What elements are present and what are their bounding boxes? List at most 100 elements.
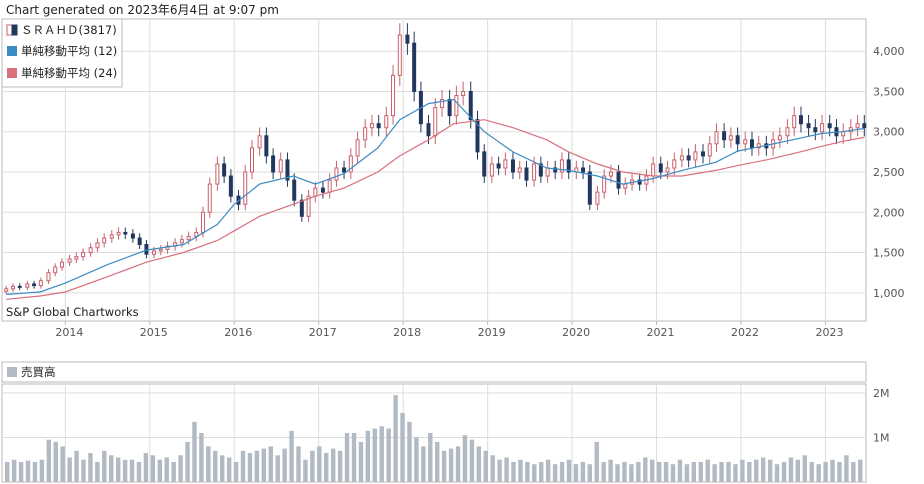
volume-bar <box>247 453 253 482</box>
candle-body-down <box>271 155 276 173</box>
candle-body-up <box>334 167 339 181</box>
candle-body-up <box>67 258 72 263</box>
candle-body-up <box>454 95 459 117</box>
volume-bar <box>386 428 391 482</box>
volume-bar <box>407 421 412 482</box>
volume-bar <box>233 461 239 482</box>
candle-body-down <box>581 167 586 173</box>
candle-body-down <box>426 123 431 137</box>
candle-body-down <box>17 285 22 288</box>
volume-bar <box>490 455 495 482</box>
volume-bar <box>330 448 336 482</box>
volume-bar <box>81 459 86 482</box>
volume-bar <box>115 457 121 482</box>
candle-body-up <box>207 183 212 213</box>
candle-body-down <box>405 34 410 44</box>
candle-body-down <box>320 187 325 193</box>
volume-bar <box>95 461 100 482</box>
volume-bar <box>435 441 440 482</box>
volume-bar <box>344 433 350 482</box>
candle-body-down <box>538 163 543 177</box>
candle-body-down <box>264 135 269 157</box>
volume-bar <box>532 464 537 482</box>
candle-body-up <box>623 183 628 189</box>
volume-bar <box>781 461 787 482</box>
volume-bar <box>663 461 669 482</box>
price-legend: ＳＲＡＨＤ(3817) 単純移動平均 (12) 単純移動平均 (24) <box>1 18 123 88</box>
candle-body-up <box>278 159 283 173</box>
candle-body-up <box>785 127 790 137</box>
candle-body-down <box>468 90 473 121</box>
volume-title: 売買高 <box>21 365 56 379</box>
candle-body-up <box>327 179 332 193</box>
volume-bar <box>760 457 766 482</box>
candle-body-up <box>532 163 537 181</box>
volume-bar <box>809 461 814 482</box>
x-tick-label: 2017 <box>309 326 337 339</box>
x-tick-label: 2021 <box>647 326 675 339</box>
volume-bar <box>109 455 114 482</box>
candle-body-up <box>841 131 846 137</box>
volume-bar <box>102 450 107 482</box>
volume-bar <box>275 455 280 482</box>
volume-bar <box>455 446 461 482</box>
volume-bar <box>39 459 45 482</box>
volume-bar <box>220 455 225 482</box>
candle-body-up <box>792 115 797 129</box>
candle-body-up <box>313 187 318 197</box>
volume-bar <box>767 459 773 482</box>
candle-body-up <box>4 288 9 292</box>
candle-body-down <box>376 123 381 129</box>
volume-bar <box>462 435 468 482</box>
volume-bar <box>213 450 218 482</box>
candle-body-up <box>756 143 761 149</box>
legend-label-sma24: 単純移動平均 (24) <box>21 66 117 80</box>
volume-bar <box>11 459 17 482</box>
volume-bar <box>414 437 419 482</box>
candle-body-down <box>827 123 832 129</box>
volume-bar <box>559 461 565 482</box>
volume-bar <box>60 446 65 482</box>
volume-bar <box>483 450 488 482</box>
candle-body-up <box>651 163 656 177</box>
volume-bar <box>303 459 308 482</box>
x-tick-label: 2019 <box>478 326 506 339</box>
volume-bar <box>802 455 808 482</box>
candle-body-up <box>679 155 684 161</box>
volume-bar <box>830 459 835 482</box>
price-y-tick-label: 1,500 <box>873 247 905 260</box>
volume-bar <box>379 426 384 482</box>
candle-body-down <box>686 155 691 161</box>
volume-bar <box>636 461 641 482</box>
x-tick-label: 2014 <box>55 326 83 339</box>
candle-body-down <box>447 99 452 117</box>
volume-bar <box>594 441 599 482</box>
candle-body-down <box>722 131 727 141</box>
candle-body-down <box>123 231 128 235</box>
candle-body-up <box>608 171 613 177</box>
x-tick-label: 2016 <box>224 326 252 339</box>
candle-body-up <box>728 135 733 141</box>
volume-bar <box>650 459 655 482</box>
candle-body-down <box>285 159 290 181</box>
volume-bar <box>178 455 183 482</box>
volume-bar <box>337 450 343 482</box>
volume-bar <box>143 453 149 482</box>
candle-body-up <box>545 167 550 177</box>
candle-body-up <box>777 135 782 141</box>
candle-body-down <box>510 159 515 173</box>
volume-bar <box>497 459 502 482</box>
volume-bar <box>254 450 260 482</box>
volume-bar <box>656 461 662 482</box>
volume-bar <box>400 412 405 482</box>
candle-body-down <box>292 179 297 201</box>
volume-bar <box>566 459 572 482</box>
volume-bar <box>67 457 72 482</box>
candle-body-down <box>658 163 663 173</box>
volume-bar <box>164 457 169 482</box>
volume-bar <box>677 459 683 482</box>
candle-body-up <box>179 239 184 244</box>
volume-bar <box>684 464 690 482</box>
volume-bar <box>317 446 322 482</box>
